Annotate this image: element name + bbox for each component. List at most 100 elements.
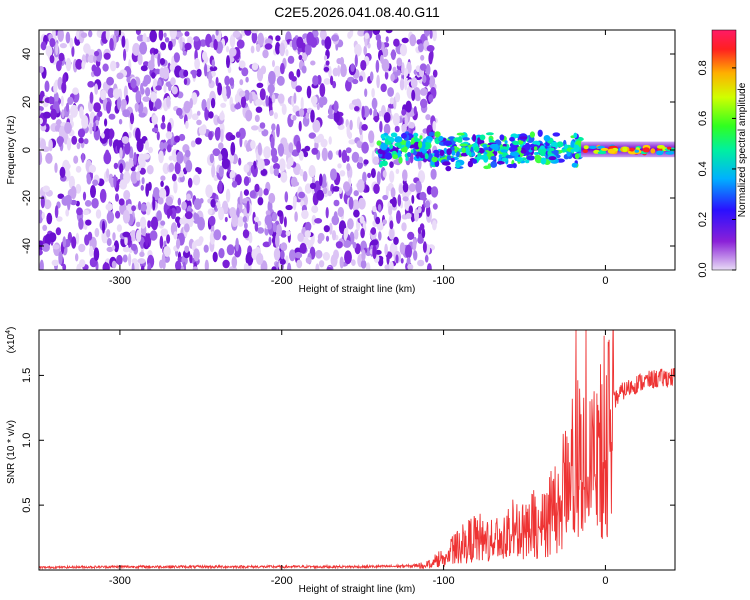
heatmap-cell	[254, 114, 260, 123]
heatmap-cell	[364, 88, 368, 97]
heatmap-cell	[229, 170, 236, 179]
heatmap-cell	[405, 100, 412, 113]
heatmap-cell	[278, 158, 286, 172]
heatmap-cell	[183, 78, 188, 85]
heatmap-cell	[235, 237, 239, 252]
heatmap-cell	[327, 190, 333, 197]
colorbar-label: Normalized spectral amplitude	[737, 82, 748, 217]
heatmap-cell	[83, 43, 91, 54]
heatmap-cell	[417, 259, 425, 267]
heatmap-cell	[295, 85, 303, 93]
heatmap-cell	[51, 259, 59, 266]
heatmap-cell	[298, 120, 302, 132]
heatmap-cell	[268, 70, 276, 85]
heatmap-cell	[158, 30, 164, 41]
heatmap-cell	[163, 102, 167, 109]
colorbar-tick-label: 0.4	[697, 161, 709, 176]
heatmap-cell	[116, 224, 122, 233]
heatmap-cell	[304, 230, 311, 238]
heatmap-cell	[122, 246, 130, 253]
heatmap-cell	[159, 187, 167, 200]
heatmap-cell	[506, 164, 515, 168]
heatmap-cell	[375, 59, 380, 73]
heatmap-cell	[273, 168, 279, 177]
heatmap-cell	[417, 170, 426, 184]
heatmap-cell	[94, 227, 100, 238]
heatmap-cell	[157, 197, 164, 205]
heatmap-cell	[135, 229, 142, 243]
heatmap-cell	[320, 138, 328, 148]
heatmap-cell	[490, 161, 498, 168]
heatmap-cell	[40, 41, 47, 51]
heatmap-cell	[54, 125, 59, 132]
heatmap-cell	[443, 140, 453, 146]
heatmap-cell	[148, 146, 153, 154]
heatmap-cell	[151, 114, 159, 125]
heatmap-cell	[404, 77, 408, 91]
heatmap-cell	[238, 157, 242, 166]
heatmap-cell	[110, 60, 117, 72]
heatmap-cell	[89, 122, 93, 135]
heatmap-cell	[414, 138, 421, 142]
heatmap-cell	[141, 177, 145, 185]
heatmap-cell	[168, 83, 172, 92]
heatmap-cell	[55, 42, 59, 56]
heatmap-cell	[419, 135, 423, 140]
heatmap-cell	[409, 34, 417, 47]
heatmap-cell	[385, 135, 390, 139]
heatmap-cell	[139, 203, 147, 212]
heatmap-cell	[61, 109, 65, 119]
heatmap-cell	[62, 263, 67, 270]
heatmap-cell	[145, 233, 149, 247]
heatmap-cell	[382, 194, 389, 201]
heatmap-cell	[41, 212, 45, 220]
heatmap-cell	[141, 265, 145, 270]
heatmap-cell	[78, 137, 84, 144]
heatmap-cell	[230, 142, 236, 156]
heatmap-cell	[65, 57, 72, 72]
heatmap-cell	[381, 58, 390, 72]
heatmap-cell	[106, 101, 111, 114]
heatmap-cell	[217, 82, 223, 96]
heatmap-cell	[161, 253, 166, 266]
heatmap-cell	[420, 98, 428, 109]
heatmap-cell	[264, 214, 273, 226]
heatmap-cell	[203, 244, 209, 253]
heatmap-cell	[341, 149, 348, 163]
heatmap-cell	[58, 52, 65, 62]
heatmap-cell	[476, 155, 481, 161]
heatmap-cell	[229, 47, 237, 57]
heatmap-cell	[319, 83, 326, 98]
heatmap-cell	[570, 140, 575, 149]
heatmap-cell	[308, 132, 316, 139]
heatmap-cell	[106, 238, 112, 246]
heatmap-cell	[45, 152, 53, 164]
heatmap-cell	[301, 209, 309, 220]
heatmap-cell	[322, 187, 328, 195]
heatmap-cell	[395, 92, 401, 103]
heatmap-cell	[332, 80, 337, 89]
heatmap-cell	[304, 43, 312, 56]
heatmap-cell	[178, 133, 186, 142]
heatmap-cell	[231, 214, 239, 228]
heatmap-cell	[250, 140, 256, 150]
heatmap-cell	[71, 46, 75, 57]
heatmap-cell	[39, 259, 44, 270]
heatmap-cell	[383, 123, 391, 135]
heatmap-cell	[287, 262, 292, 270]
heatmap-cell	[512, 140, 520, 146]
heatmap-cell	[299, 108, 305, 117]
heatmap-cell	[145, 87, 151, 97]
heatmap-cell	[642, 147, 650, 153]
heatmap-cell	[432, 69, 438, 78]
heatmap-cell	[251, 31, 258, 44]
heatmap-cell	[210, 198, 216, 208]
heatmap-cell	[294, 251, 303, 259]
heatmap-cell	[375, 249, 382, 255]
heatmap-cell	[124, 235, 128, 246]
heatmap-cell	[337, 124, 345, 130]
heatmap-cell	[273, 163, 280, 170]
heatmap-cell	[164, 37, 170, 43]
heatmap-cell	[153, 48, 159, 55]
heatmap-cell	[187, 177, 193, 188]
